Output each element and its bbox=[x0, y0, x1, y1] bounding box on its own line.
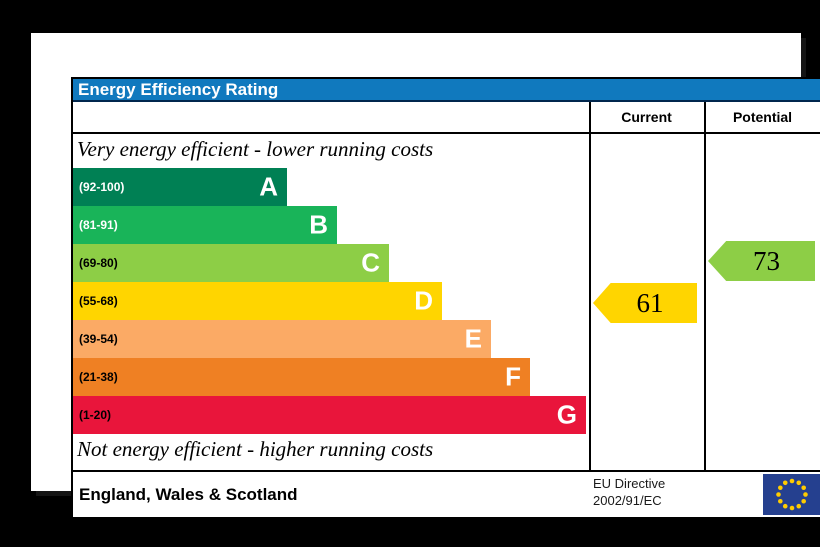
band-letter: C bbox=[361, 247, 380, 278]
bands: (92-100) A (81-91) B (69-80) C (55-68) D (39-54)… bbox=[73, 168, 589, 434]
band-row-B: (81-91) B bbox=[73, 206, 589, 244]
current-column-header: Current bbox=[621, 109, 672, 125]
band-bar-G: (1-20) G bbox=[73, 396, 586, 434]
band-row-G: (1-20) G bbox=[73, 396, 589, 434]
band-row-C: (69-80) C bbox=[73, 244, 589, 282]
page-title: Energy Efficiency Rating bbox=[78, 79, 279, 99]
eu-directive-line2: 2002/91/EC bbox=[593, 493, 662, 508]
band-row-F: (21-38) F bbox=[73, 358, 589, 396]
footer-divider-line bbox=[73, 470, 820, 472]
potential-rating-arrow: 73 bbox=[708, 241, 815, 281]
band-row-A: (92-100) A bbox=[73, 168, 589, 206]
eu-directive-line1: EU Directive bbox=[593, 476, 666, 491]
band-bar-A: (92-100) A bbox=[73, 168, 287, 206]
eu-flag-icon bbox=[763, 474, 820, 515]
band-range-label: (92-100) bbox=[79, 180, 125, 194]
band-letter: A bbox=[259, 171, 278, 202]
potential-column-header: Potential bbox=[732, 109, 793, 125]
band-letter: G bbox=[556, 399, 577, 430]
band-range-label: (21-38) bbox=[79, 370, 118, 384]
potential-rating-value: 73 bbox=[753, 245, 780, 276]
band-range-label: (69-80) bbox=[79, 256, 118, 270]
eu-directive-label: EU Directive 2002/91/EC bbox=[593, 475, 665, 509]
band-row-E: (39-54) E bbox=[73, 320, 589, 358]
band-row-D: (55-68) D bbox=[73, 282, 589, 320]
chart-frame: Energy Efficiency Rating Current Potenti… bbox=[71, 77, 820, 519]
caption-inefficient: Not energy efficient - higher running co… bbox=[77, 437, 434, 461]
band-range-label: (39-54) bbox=[79, 332, 118, 346]
region-label: England, Wales & Scotland bbox=[79, 484, 298, 504]
current-column-divider bbox=[589, 102, 591, 470]
potential-column-divider bbox=[704, 102, 706, 470]
band-letter: D bbox=[414, 285, 433, 316]
band-bar-D: (55-68) D bbox=[73, 282, 442, 320]
band-range-label: (81-91) bbox=[79, 218, 118, 232]
band-bar-C: (69-80) C bbox=[73, 244, 389, 282]
band-letter: E bbox=[464, 323, 482, 354]
current-rating-arrow: 61 bbox=[593, 283, 697, 323]
title-bar: Energy Efficiency Rating bbox=[73, 79, 820, 102]
caption-efficient: Very energy efficient - lower running co… bbox=[77, 137, 434, 161]
band-bar-B: (81-91) B bbox=[73, 206, 337, 244]
band-bar-E: (39-54) E bbox=[73, 320, 491, 358]
current-rating-value: 61 bbox=[636, 287, 664, 318]
band-range-label: (55-68) bbox=[79, 294, 118, 308]
certificate-card: Energy Efficiency Rating Current Potenti… bbox=[31, 33, 820, 519]
header-divider-line bbox=[73, 132, 820, 134]
band-range-label: (1-20) bbox=[79, 408, 112, 422]
band-bar-F: (21-38) F bbox=[73, 358, 530, 396]
band-letter: F bbox=[505, 361, 521, 392]
band-letter: B bbox=[309, 209, 328, 240]
